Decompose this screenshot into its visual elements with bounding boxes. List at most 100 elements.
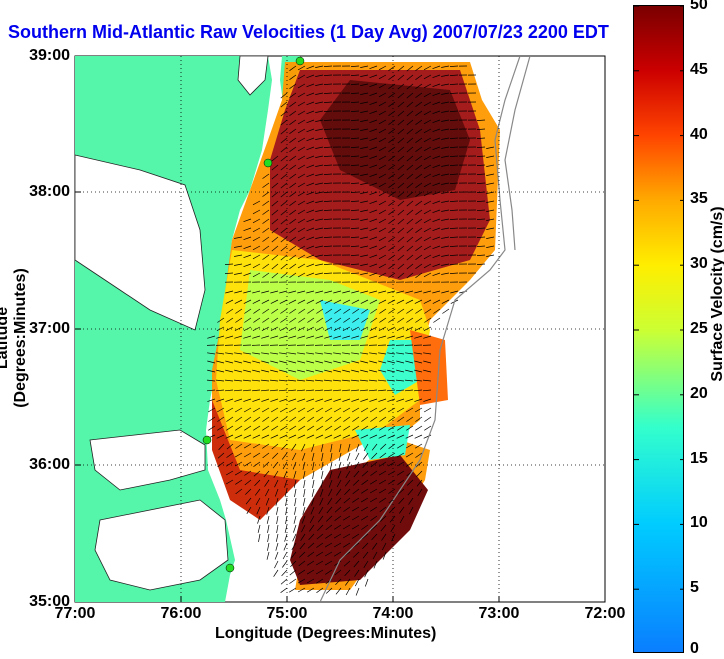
velocity-arrow [405, 369, 414, 373]
velocity-arrow [388, 317, 396, 323]
velocity-arrow [306, 191, 315, 196]
velocity-arrow [288, 352, 297, 355]
velocity-arrow [406, 425, 414, 431]
colorbar-tick-label: 25 [690, 320, 708, 337]
velocity-arrow [388, 443, 396, 449]
velocity-arrow [243, 369, 252, 373]
velocity-arrow [306, 164, 315, 169]
velocity-arrow [351, 290, 360, 294]
velocity-arrow [291, 452, 297, 461]
velocity-arrow [324, 299, 333, 304]
velocity-arrow [297, 578, 306, 584]
velocity-arrow [388, 155, 396, 161]
velocity-arrow [441, 263, 450, 266]
velocity-arrow [406, 164, 414, 171]
velocity-arrow [378, 74, 387, 80]
velocity-arrow [325, 317, 333, 323]
velocity-arrow [449, 236, 459, 238]
velocity-arrow [406, 308, 414, 314]
velocity-arrow [335, 587, 342, 595]
velocity-arrow [360, 191, 369, 194]
velocity-arrow [360, 227, 369, 230]
velocity-arrow [298, 416, 306, 422]
velocity-arrow [297, 299, 306, 304]
velocity-arrow [252, 434, 261, 439]
velocity-arrow [267, 524, 270, 533]
velocity-arrow [342, 360, 351, 364]
velocity-arrow [423, 335, 432, 339]
velocity-arrow [397, 182, 405, 189]
velocity-arrow [306, 236, 315, 241]
velocity-arrow [388, 83, 396, 89]
velocity-arrow [307, 560, 315, 566]
velocity-arrow [387, 369, 396, 373]
velocity-arrow [397, 209, 405, 216]
velocity-arrow [297, 110, 306, 116]
velocity-arrow [324, 335, 333, 339]
velocity-arrow [378, 83, 387, 89]
velocity-arrow [369, 326, 378, 332]
velocity-arrow [252, 369, 261, 373]
x-axis-label: Longitude (Degrees:Minutes) [215, 625, 437, 642]
velocity-arrow [320, 479, 324, 488]
velocity-arrow [441, 65, 450, 68]
velocity-arrow [309, 515, 315, 524]
velocity-arrow [261, 299, 270, 304]
velocity-arrow [324, 560, 333, 566]
velocity-arrow [371, 443, 378, 451]
velocity-arrow [378, 254, 387, 260]
velocity-arrow [388, 254, 396, 260]
velocity-arrow [226, 425, 234, 431]
velocity-arrow [360, 146, 369, 149]
radar-site-marker [263, 158, 273, 168]
velocity-arrow [423, 119, 432, 125]
velocity-arrow [395, 389, 405, 392]
velocity-arrow [486, 227, 495, 230]
velocity-arrow [290, 560, 297, 567]
velocity-arrow [424, 317, 432, 323]
velocity-arrow [378, 110, 387, 116]
velocity-arrow [281, 443, 288, 451]
velocity-arrow [397, 164, 405, 171]
velocity-arrow [377, 389, 387, 392]
velocity-arrow [476, 164, 486, 166]
velocity-arrow [289, 191, 297, 197]
velocity-arrow [378, 191, 387, 197]
velocity-arrow [233, 389, 243, 392]
velocity-arrow [306, 263, 315, 268]
velocity-arrow [414, 369, 423, 373]
velocity-arrow [405, 335, 414, 339]
velocity-arrow [297, 254, 306, 260]
velocity-arrow [323, 119, 333, 121]
velocity-arrow [278, 389, 288, 392]
velocity-arrow [415, 110, 423, 116]
velocity-arrow [324, 360, 333, 364]
velocity-arrow [298, 560, 306, 567]
velocity-arrow [423, 369, 432, 373]
velocity-arrow [432, 209, 441, 214]
velocity-arrow [254, 479, 261, 487]
velocity-arrow [423, 407, 432, 413]
velocity-arrow [423, 263, 432, 269]
velocity-arrow [280, 245, 288, 252]
velocity-arrow [252, 218, 261, 224]
velocity-arrow [369, 155, 378, 160]
velocity-arrow [370, 308, 378, 314]
velocity-arrow [302, 497, 306, 506]
velocity-arrow [350, 155, 360, 157]
velocity-arrow [297, 227, 306, 233]
velocity-arrow [388, 416, 396, 422]
velocity-arrow [360, 360, 369, 364]
velocity-arrow [378, 299, 387, 304]
velocity-arrow [243, 398, 252, 402]
velocity-arrow [432, 290, 441, 294]
velocity-arrow [274, 551, 279, 560]
velocity-arrow [415, 191, 423, 197]
velocity-arrow [378, 164, 387, 170]
velocity-arrow [360, 326, 369, 332]
velocity-arrow [253, 317, 261, 323]
velocity-arrow [244, 479, 252, 486]
velocity-arrow [476, 218, 486, 220]
velocity-arrow [378, 65, 387, 71]
velocity-arrow [378, 290, 387, 294]
